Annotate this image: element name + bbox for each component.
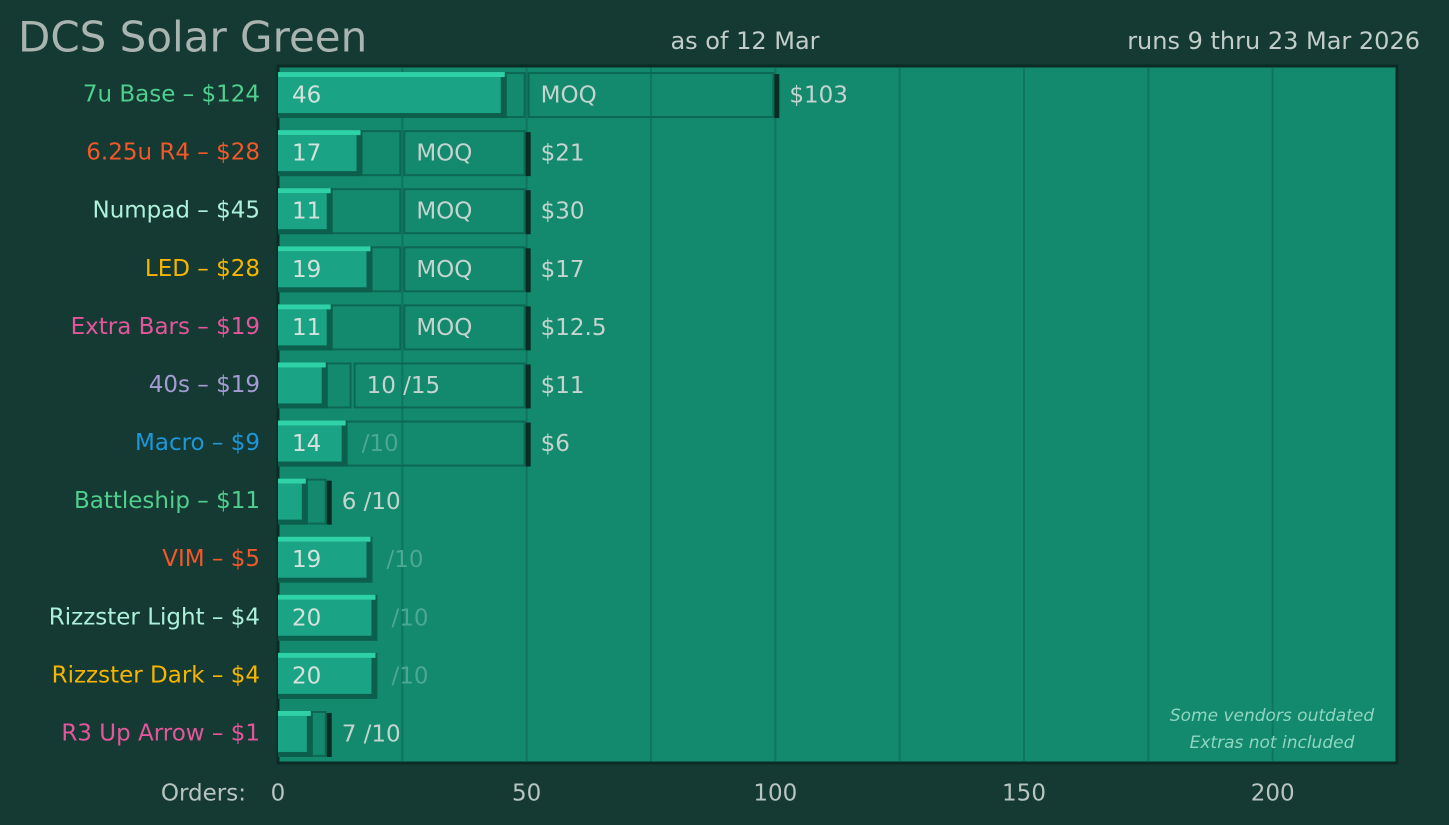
tier-box bbox=[353, 362, 526, 409]
value-label: 19 bbox=[292, 257, 321, 283]
price: $12.5 bbox=[541, 315, 607, 341]
category-label: R3 Up Arrow – $1 bbox=[61, 720, 260, 746]
bar bbox=[278, 309, 327, 346]
bar-highlight bbox=[278, 130, 361, 136]
note: 10 /15 bbox=[367, 373, 441, 399]
bar-highlight bbox=[278, 652, 376, 658]
annotation: Extras not included bbox=[1190, 733, 1355, 753]
bar-highlight bbox=[278, 188, 331, 194]
tier-marker bbox=[525, 306, 531, 351]
bar bbox=[278, 251, 367, 288]
bar-highlight bbox=[278, 362, 326, 368]
tier-marker bbox=[326, 480, 332, 525]
run-dates: runs 9 thru 23 Mar 2026 bbox=[1127, 27, 1420, 55]
tier-marker bbox=[525, 190, 531, 235]
tier-marker bbox=[525, 364, 531, 409]
tier-marker bbox=[525, 248, 531, 293]
bar-highlight bbox=[278, 710, 311, 716]
bar bbox=[278, 657, 372, 694]
note: /10 bbox=[386, 547, 423, 573]
bar bbox=[278, 715, 307, 752]
price: $21 bbox=[541, 141, 585, 167]
category-label: Macro – $9 bbox=[135, 430, 260, 456]
price: $11 bbox=[541, 373, 585, 399]
tier-box bbox=[403, 246, 526, 293]
note: MOQ bbox=[541, 83, 597, 109]
tier-marker bbox=[326, 712, 332, 757]
bar-highlight bbox=[278, 72, 505, 78]
tier-marker bbox=[774, 74, 780, 119]
x-tick-label: 200 bbox=[1251, 781, 1295, 807]
price: $30 bbox=[541, 199, 585, 225]
bar bbox=[278, 541, 367, 578]
tier-marker bbox=[525, 422, 531, 467]
bar bbox=[278, 483, 302, 520]
note: MOQ bbox=[416, 199, 472, 225]
tier-box bbox=[403, 188, 526, 235]
price: $103 bbox=[789, 83, 848, 109]
category-label: 6.25u R4 – $28 bbox=[86, 140, 260, 166]
bar-highlight bbox=[278, 420, 346, 426]
value-label: 11 bbox=[292, 199, 321, 225]
note: 6 /10 bbox=[342, 489, 401, 515]
price: $17 bbox=[541, 257, 585, 283]
value-label: 11 bbox=[292, 315, 321, 341]
value-label: 46 bbox=[292, 83, 321, 109]
category-label: Numpad – $45 bbox=[92, 198, 260, 224]
subtitle: as of 12 Mar bbox=[670, 27, 819, 55]
x-tick-label: 150 bbox=[1002, 781, 1046, 807]
plot-area bbox=[276, 64, 1399, 765]
note: MOQ bbox=[416, 315, 472, 341]
x-tick-label: 100 bbox=[753, 781, 797, 807]
category-label: 7u Base – $124 bbox=[83, 82, 260, 108]
chart-title: DCS Solar Green bbox=[18, 13, 367, 62]
bar bbox=[278, 425, 342, 462]
price: $6 bbox=[541, 431, 570, 457]
tier-box bbox=[403, 130, 526, 177]
category-label: Battleship – $11 bbox=[74, 488, 260, 514]
bar bbox=[278, 193, 327, 230]
value-label: 14 bbox=[292, 431, 321, 457]
x-tick-label: 50 bbox=[512, 781, 541, 807]
x-axis-label: Orders: bbox=[161, 781, 246, 807]
note: MOQ bbox=[416, 141, 472, 167]
note: 7 /10 bbox=[342, 721, 401, 747]
value-label: 19 bbox=[292, 547, 321, 573]
note: /10 bbox=[391, 605, 428, 631]
bar bbox=[278, 599, 372, 636]
annotation: Some vendors outdated bbox=[1170, 706, 1375, 726]
note: MOQ bbox=[416, 257, 472, 283]
tier-box bbox=[403, 304, 526, 351]
value-label: 17 bbox=[292, 141, 321, 167]
note: /10 bbox=[362, 431, 399, 457]
bar-highlight bbox=[278, 594, 376, 600]
bar bbox=[278, 135, 357, 172]
bar-highlight bbox=[278, 536, 371, 542]
category-label: VIM – $5 bbox=[162, 546, 260, 572]
category-label: Rizzster Dark – $4 bbox=[52, 662, 260, 688]
tier-marker bbox=[525, 132, 531, 177]
value-label: 20 bbox=[292, 663, 321, 689]
category-label: Rizzster Light – $4 bbox=[49, 604, 260, 630]
x-tick-label: 0 bbox=[271, 781, 286, 807]
category-label: LED – $28 bbox=[145, 256, 260, 282]
category-label: 40s – $19 bbox=[149, 372, 260, 398]
category-label: Extra Bars – $19 bbox=[71, 314, 260, 340]
note: /10 bbox=[391, 663, 428, 689]
bar bbox=[278, 367, 322, 404]
bar-highlight bbox=[278, 478, 306, 484]
bar-highlight bbox=[278, 246, 371, 252]
bar bbox=[278, 77, 501, 114]
tier-box bbox=[527, 72, 775, 119]
bar-highlight bbox=[278, 304, 331, 310]
value-label: 20 bbox=[292, 605, 321, 631]
